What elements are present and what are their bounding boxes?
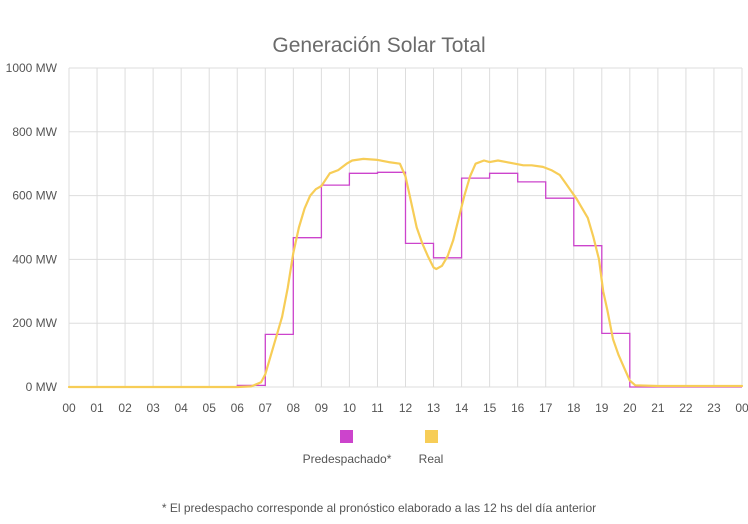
x-tick-label: 04 xyxy=(174,401,188,415)
y-tick-label: 0 MW xyxy=(26,380,58,394)
x-tick-label: 11 xyxy=(371,401,384,415)
x-tick-label: 07 xyxy=(259,401,273,415)
x-tick-label: 20 xyxy=(623,401,637,415)
x-tick-label: 18 xyxy=(567,401,581,415)
x-tick-label: 12 xyxy=(399,401,413,415)
x-tick-label: 15 xyxy=(483,401,497,415)
y-axis-ticks: 0 MW 200 MW 400 MW 600 MW 800 MW 1000 MW xyxy=(6,61,58,394)
x-tick-label: 10 xyxy=(343,401,357,415)
legend-label-predespachado: Predespachado* xyxy=(303,452,392,466)
x-tick-label: 00 xyxy=(735,401,748,415)
x-tick-label: 23 xyxy=(707,401,721,415)
x-tick-label: 02 xyxy=(118,401,132,415)
legend-swatch-predespachado xyxy=(340,430,353,443)
chart-title: Generación Solar Total xyxy=(272,34,485,57)
x-axis-ticks: 00 01 02 03 04 05 06 07 08 09 10 11 12 13 14 15 16 17 18 19… xyxy=(62,401,748,415)
x-tick-label: 19 xyxy=(595,401,609,415)
x-tick-label: 06 xyxy=(231,401,245,415)
x-tick-label: 16 xyxy=(511,401,525,415)
y-tick-label: 800 MW xyxy=(12,125,57,139)
chart-series xyxy=(67,157,744,389)
x-tick-label: 09 xyxy=(315,401,329,415)
x-tick-label: 14 xyxy=(455,401,469,415)
x-tick-label: 13 xyxy=(427,401,441,415)
x-tick-label: 22 xyxy=(679,401,693,415)
x-tick-label: 21 xyxy=(651,401,665,415)
x-tick-label: 05 xyxy=(203,401,217,415)
legend: Predespachado* Real xyxy=(303,430,444,466)
y-tick-label: 600 MW xyxy=(12,189,57,203)
y-tick-label: 400 MW xyxy=(12,252,57,266)
x-tick-label: 00 xyxy=(62,401,76,415)
footnote: * El predespacho corresponde al pronósti… xyxy=(162,501,596,515)
legend-item-predespachado[interactable]: Predespachado* xyxy=(303,430,392,466)
x-tick-label: 08 xyxy=(287,401,301,415)
y-tick-label: 1000 MW xyxy=(6,61,58,75)
x-tick-label: 17 xyxy=(539,401,553,415)
legend-item-real[interactable]: Real xyxy=(419,430,444,466)
legend-swatch-real xyxy=(425,430,438,443)
x-tick-label: 01 xyxy=(90,401,104,415)
x-tick-label: 03 xyxy=(146,401,160,415)
legend-label-real: Real xyxy=(419,452,444,466)
y-tick-label: 200 MW xyxy=(12,316,57,330)
series-line-real xyxy=(67,157,744,389)
